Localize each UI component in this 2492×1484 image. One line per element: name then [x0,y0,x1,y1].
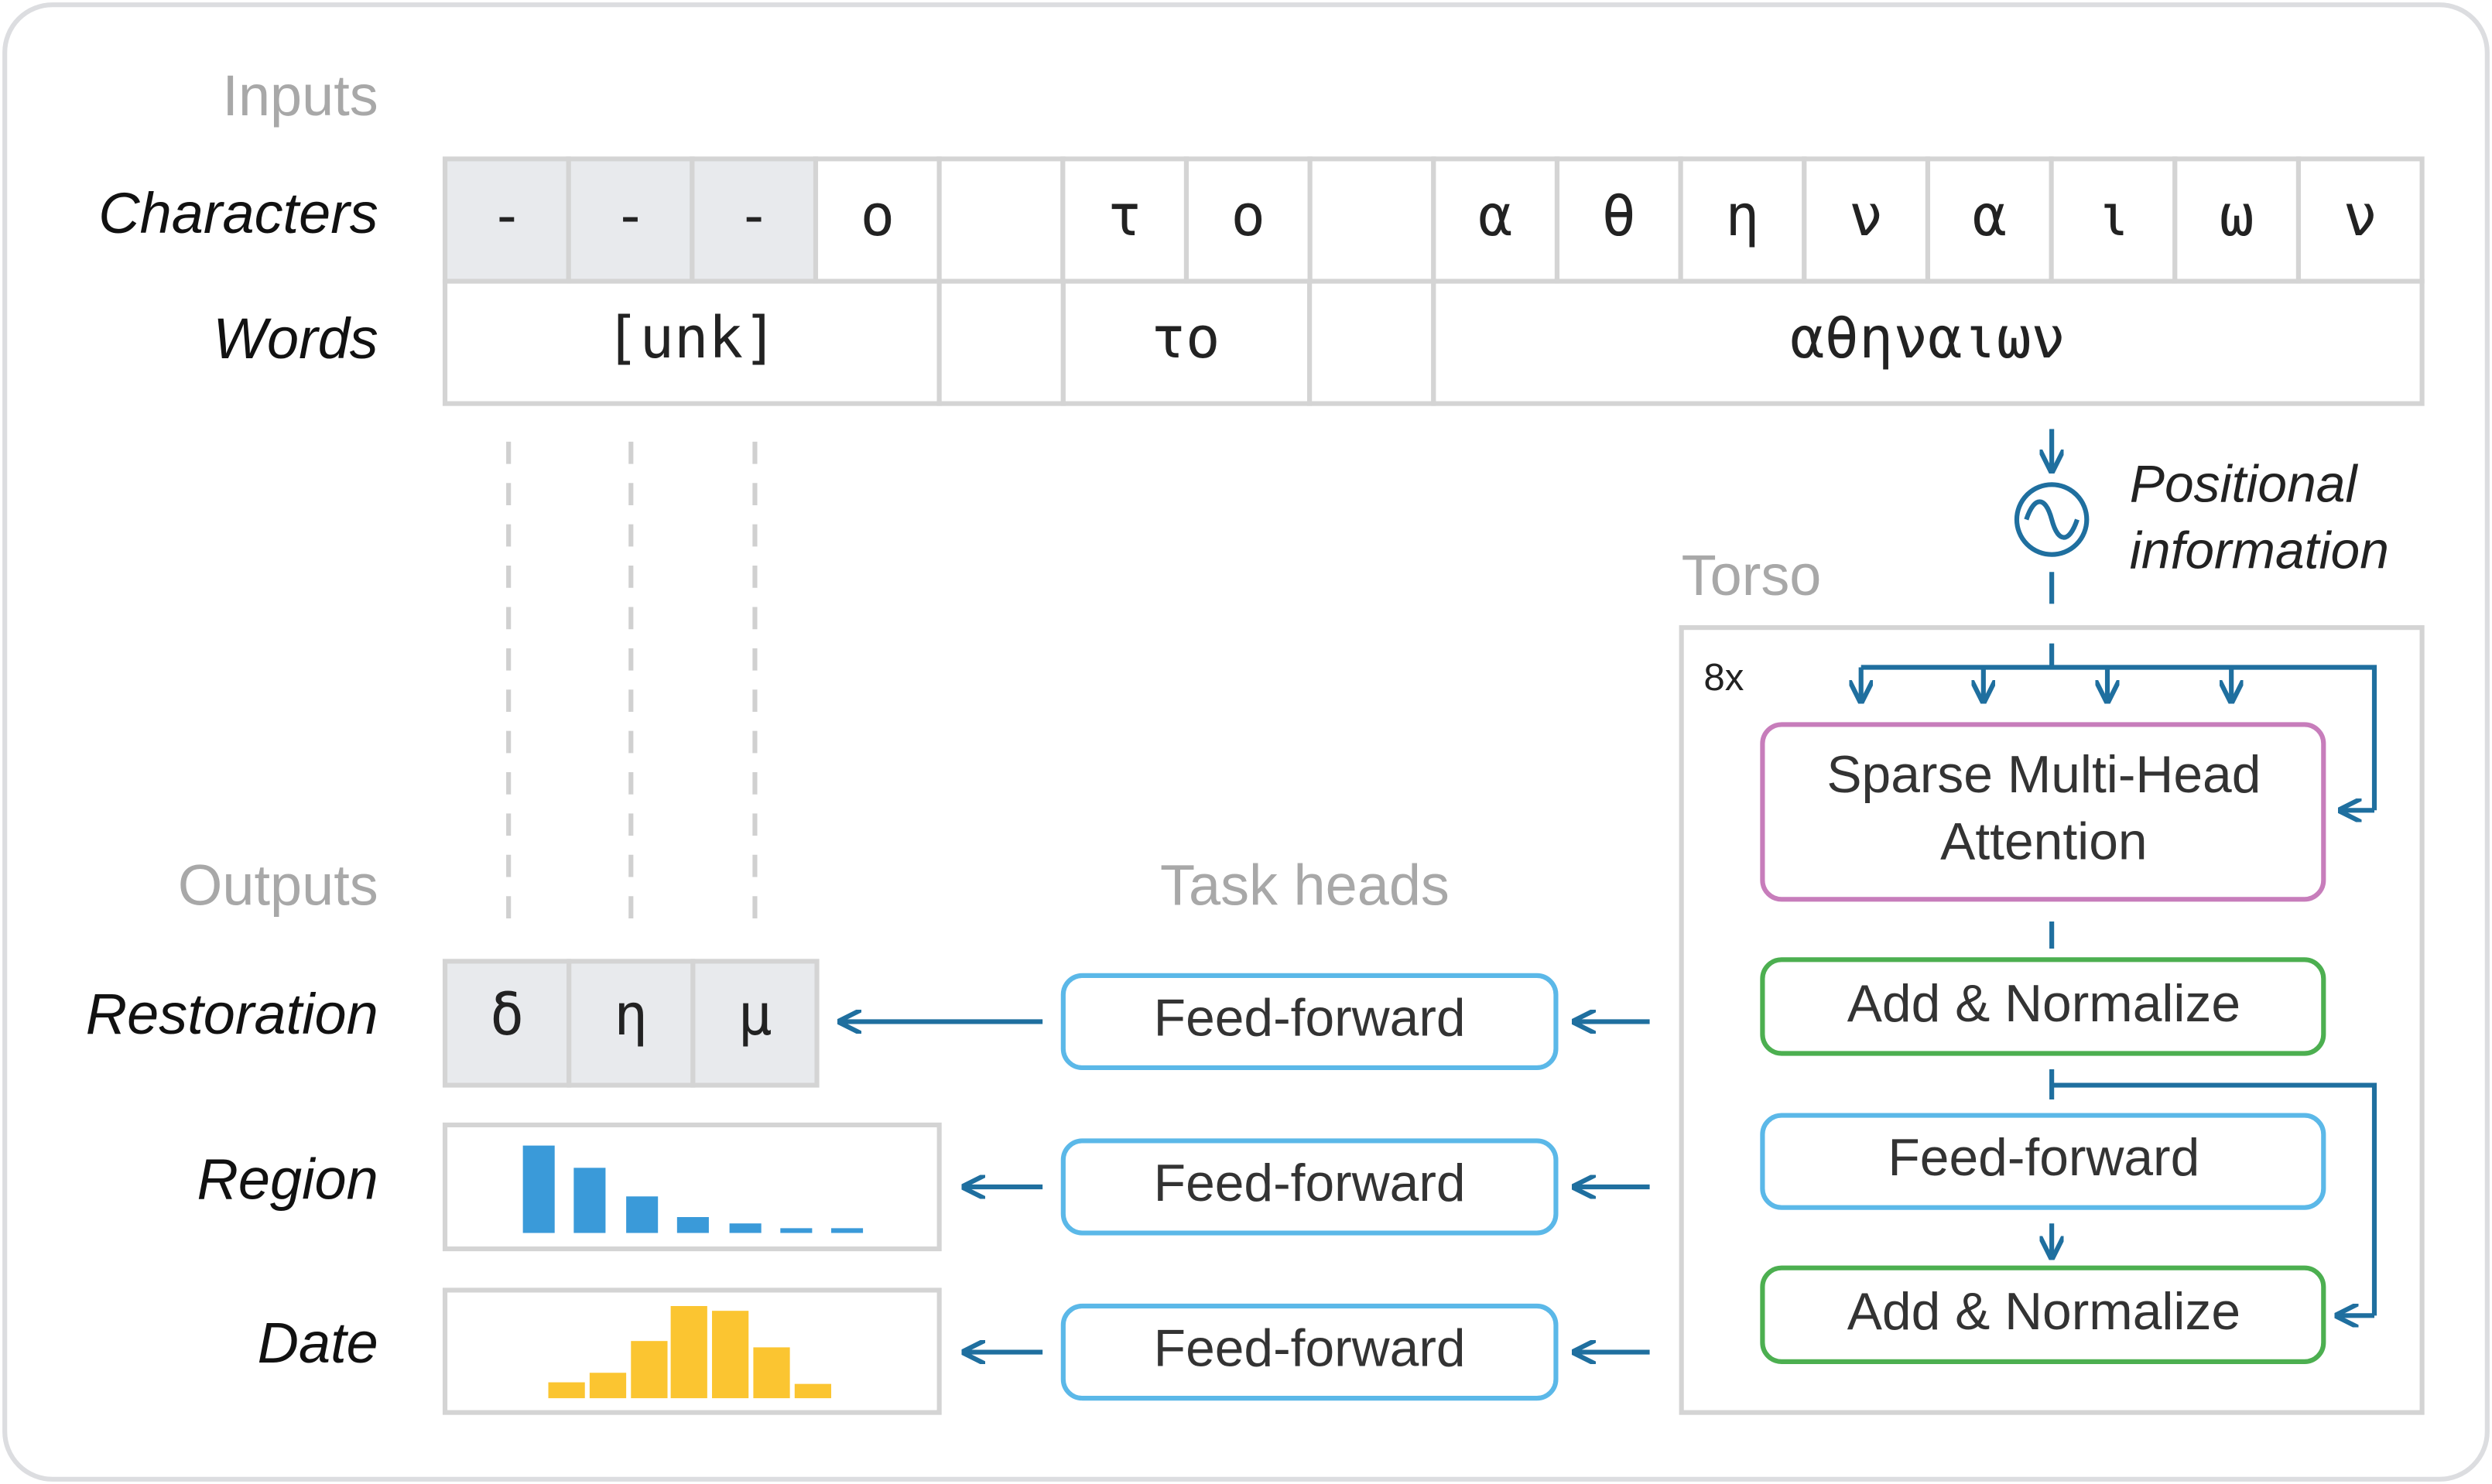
char: θ [1602,183,1637,249]
char-cell [1554,156,1683,284]
row-label: Date [258,1311,378,1375]
word: το [1151,305,1220,371]
restoration-cell [690,959,820,1088]
char-cell [1060,156,1190,284]
word-cell [936,279,1066,406]
char-cell [1183,156,1313,284]
word-cell [1307,279,1436,406]
add-norm: Add & Normalize [1847,975,2240,1033]
section-title: Task heads [1160,853,1450,918]
char: ι [2096,183,2131,249]
char-cell [1431,156,1560,284]
add-norm: Add & Normalize [1847,1283,2240,1341]
attention-label: Attention [1940,812,2147,870]
row-label: Words [213,306,378,371]
char: - [737,183,772,249]
char-cell [1802,156,1931,284]
char: ν [2343,183,2378,249]
word: [unk] [605,305,777,371]
date-distribution [548,1306,832,1399]
restoration-char: μ [738,982,772,1048]
char: τ [1107,183,1142,249]
attention-label: Sparse Multi-Head [1826,746,2261,804]
char: α [1973,183,2008,249]
char: - [613,183,648,249]
char: α [1478,183,1513,249]
char-cell [2295,156,2425,284]
positional-label: information [2130,522,2389,580]
char-cell [1678,156,1807,284]
section-title: Torso [1682,543,1822,607]
task-head: Feed-forward [1154,989,1466,1047]
feed-forward: Feed-forward [1888,1129,2199,1187]
section-title: Outputs [178,853,378,918]
char-cell [442,156,571,284]
restoration-cell [567,959,696,1088]
add-norm-box [1760,1265,2326,1364]
task-head: Feed-forward [1154,1319,1466,1377]
torso-box [1679,625,2425,1415]
char: ο [1231,183,1266,249]
row-label: Region [197,1147,378,1211]
char-cell [936,156,1066,284]
repeat-label: 8x [1703,656,1744,699]
connector [2049,922,2377,1316]
char: ω [2220,183,2254,249]
restoration-char: δ [490,982,525,1048]
char: η [1725,183,1760,249]
content: Inputs Outputs Task heads Torso Characte… [86,63,2425,1415]
region-distribution [522,1145,864,1233]
positional-label: Positional [2130,455,2359,513]
task-head-boxes [1060,973,1559,1401]
word-cell [1431,279,2425,406]
word: αθηναιων [1790,305,2066,371]
char: ν [1849,183,1883,249]
add-norm-box [1760,957,2326,1056]
attention-box [1760,722,2326,902]
char-cell [1307,156,1436,284]
task-head: Feed-forward [1154,1154,1466,1212]
char-cell [566,156,695,284]
row-label: Characters [98,181,378,245]
char: - [490,183,525,249]
char-cell [2049,156,2178,284]
sine [2024,499,2080,540]
restoration-char: η [614,982,649,1048]
connector [1860,643,2377,811]
arrows [842,1021,1650,1352]
feed-forward-box [1760,1113,2326,1210]
char-cell [690,156,819,284]
char: ο [861,183,895,249]
row-label: Restoration [86,982,378,1046]
arrows [1861,667,2375,1315]
positional-icon [2014,482,2090,557]
section-title: Inputs [222,63,378,128]
